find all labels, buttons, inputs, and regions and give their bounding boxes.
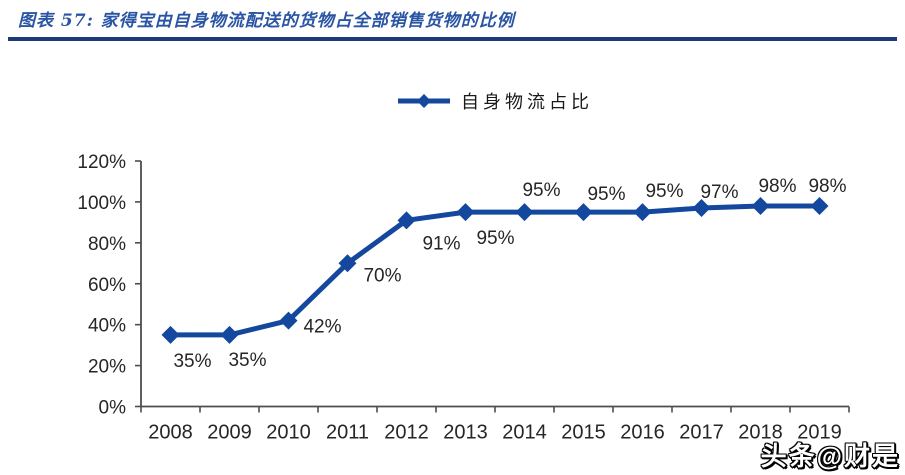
data-label: 70% [363, 265, 401, 286]
data-point-marker [220, 325, 239, 344]
data-point-marker [456, 203, 475, 222]
data-point-marker [279, 311, 298, 330]
data-point-marker [515, 203, 534, 222]
data-label: 42% [303, 317, 341, 338]
x-axis-label: 2009 [207, 422, 252, 444]
data-line [168, 203, 822, 338]
data-label: 95% [645, 181, 683, 202]
data-point-marker [574, 203, 593, 222]
data-label: 95% [476, 228, 514, 249]
data-point-marker [633, 203, 652, 222]
data-point-marker [338, 254, 357, 273]
y-axis-label: 60% [88, 275, 126, 296]
x-axis-label: 2017 [679, 422, 724, 444]
data-label: 95% [522, 180, 560, 201]
figure-title: 图表 57: 家得宝由自身物流配送的货物占全部销售货物的比例 [18, 11, 515, 31]
x-axis-label: 2016 [620, 422, 665, 444]
y-axis-label: 80% [88, 234, 126, 255]
watermark: 头条@财是 [760, 441, 900, 471]
y-axis-label: 120% [77, 152, 126, 173]
y-axis-label: 20% [88, 357, 126, 378]
legend-diamond-icon [417, 94, 431, 108]
x-axis-label: 2018 [738, 422, 783, 444]
data-label: 91% [422, 233, 460, 254]
data-label: 98% [808, 176, 846, 197]
x-axis-label: 2014 [502, 422, 547, 444]
x-axis-label: 2019 [797, 422, 842, 444]
data-point-marker [161, 325, 180, 344]
data-point-marker [692, 199, 711, 218]
x-axis-label: 2013 [443, 422, 488, 444]
y-axis-label: 40% [88, 316, 126, 337]
x-axis-label: 2012 [384, 422, 429, 444]
y-axis-label: 0% [99, 398, 127, 419]
title-divider [8, 37, 897, 41]
data-point-marker [810, 197, 829, 216]
data-label: 95% [587, 184, 625, 205]
data-point-marker [751, 197, 770, 216]
legend-line-marker-icon [398, 94, 450, 108]
x-axis-label: 2010 [266, 422, 311, 444]
x-axis-label: 2011 [326, 422, 369, 444]
data-label: 35% [228, 350, 266, 371]
data-label: 35% [173, 351, 211, 372]
x-axis-label: 2015 [561, 422, 606, 444]
x-axis-label: 2008 [148, 422, 193, 444]
chart-legend: 自身物流占比 [141, 88, 849, 114]
data-point-marker [397, 211, 416, 230]
y-axis-label: 100% [77, 193, 126, 214]
data-label: 97% [700, 182, 738, 203]
data-label: 98% [758, 176, 796, 197]
legend-label: 自身物流占比 [461, 92, 593, 113]
